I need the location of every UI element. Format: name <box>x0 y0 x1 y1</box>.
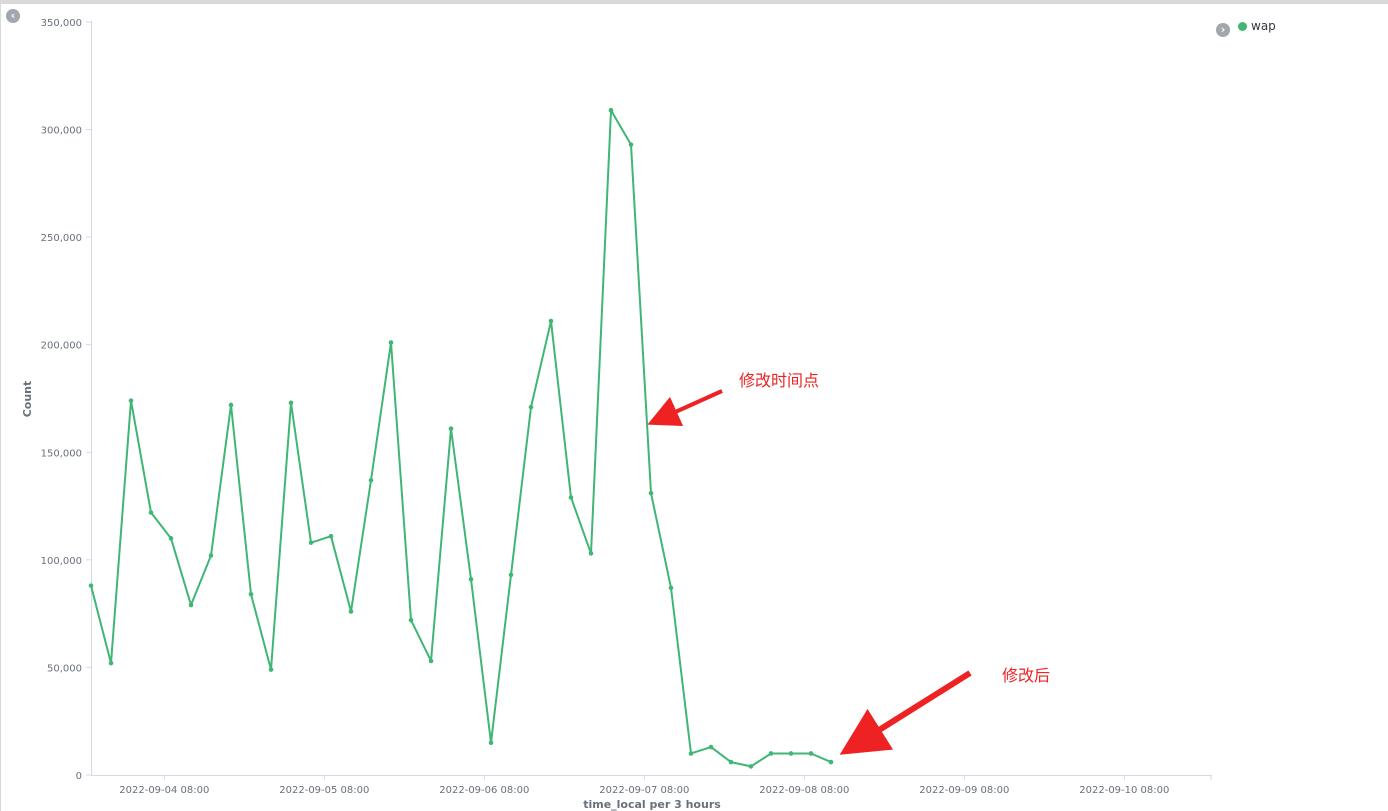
series-line-wap <box>90 109 832 768</box>
data-point[interactable] <box>508 572 514 578</box>
chevron-left-icon[interactable]: ‹ <box>6 9 20 23</box>
data-point[interactable] <box>528 404 534 410</box>
y-tick-label: 300,000 <box>41 126 82 137</box>
x-tick-label: 2022-09-08 08:00 <box>759 785 849 796</box>
x-tick-label: 2022-09-06 08:00 <box>439 785 529 796</box>
legend-label: wap <box>1251 19 1276 33</box>
data-point[interactable] <box>608 107 614 113</box>
y-tick-label: 250,000 <box>41 233 82 244</box>
data-point[interactable] <box>108 660 114 666</box>
data-point[interactable] <box>808 751 814 756</box>
data-point[interactable] <box>348 609 354 614</box>
data-point[interactable] <box>548 318 554 324</box>
y-tick-label: 150,000 <box>41 448 82 459</box>
data-point[interactable] <box>408 617 414 623</box>
data-point[interactable] <box>448 426 454 431</box>
data-point[interactable] <box>208 553 214 558</box>
x-tick-label: 2022-09-10 08:00 <box>1079 785 1169 796</box>
data-point[interactable] <box>728 759 734 765</box>
data-point[interactable] <box>228 402 234 408</box>
x-tick-label: 2022-09-04 08:00 <box>119 785 209 796</box>
y-axis-ticks: 0 50,000 100,000 150,000 200,000 250,000 300,0… <box>41 18 91 782</box>
annotation-arrow-2 <box>839 670 972 755</box>
data-point[interactable] <box>708 744 714 750</box>
annotation-arrow-1 <box>647 389 723 427</box>
data-point[interactable] <box>628 142 634 147</box>
left-border <box>0 0 1 811</box>
x-axis-title: time_local per 3 hours <box>583 798 721 811</box>
data-point[interactable] <box>688 751 694 756</box>
top-border <box>0 0 1388 4</box>
data-point[interactable] <box>768 751 774 756</box>
x-tick-label: 2022-09-07 08:00 <box>599 785 689 796</box>
x-tick-label: 2022-09-05 08:00 <box>279 785 369 796</box>
y-tick-label: 0 <box>76 771 82 782</box>
data-point[interactable] <box>328 533 334 539</box>
data-point[interactable] <box>308 540 314 545</box>
y-tick-label: 50,000 <box>47 663 82 674</box>
annotation-text-2: 修改后 <box>1002 666 1050 685</box>
legend-item-wap[interactable]: wap <box>1238 19 1276 33</box>
series-layer <box>88 107 834 769</box>
data-point[interactable] <box>248 591 254 597</box>
data-point[interactable] <box>648 490 654 496</box>
data-point[interactable] <box>388 340 394 345</box>
data-point[interactable] <box>288 400 294 406</box>
data-point[interactable] <box>468 576 474 582</box>
data-point[interactable] <box>588 551 594 556</box>
data-point[interactable] <box>488 740 494 746</box>
x-axis-ticks: 2022-09-04 08:00 2022-09-05 08:00 2022-09-… <box>119 775 1212 796</box>
data-point[interactable] <box>268 667 274 672</box>
data-point[interactable] <box>188 602 194 608</box>
annotation-text-1: 修改时间点 <box>739 371 819 390</box>
y-tick-label: 200,000 <box>41 341 82 352</box>
chevron-right-icon[interactable]: › <box>1216 23 1230 37</box>
data-point[interactable] <box>88 583 94 588</box>
x-tick-label: 2022-09-09 08:00 <box>919 785 1009 796</box>
data-point[interactable] <box>748 764 754 769</box>
data-point[interactable] <box>568 495 574 500</box>
annotations: 修改时间点 修改后 <box>647 371 1050 755</box>
legend-color-dot <box>1238 21 1247 31</box>
data-point[interactable] <box>148 510 154 515</box>
data-point[interactable] <box>828 759 834 765</box>
data-point[interactable] <box>128 398 134 403</box>
y-tick-label: 350,000 <box>41 18 82 29</box>
y-tick-label: 100,000 <box>41 556 82 567</box>
data-point[interactable] <box>668 585 674 591</box>
y-axis-title: Count <box>21 381 34 418</box>
data-point[interactable] <box>168 536 174 541</box>
data-point[interactable] <box>788 751 794 756</box>
data-point[interactable] <box>428 658 434 664</box>
data-point[interactable] <box>368 477 374 483</box>
